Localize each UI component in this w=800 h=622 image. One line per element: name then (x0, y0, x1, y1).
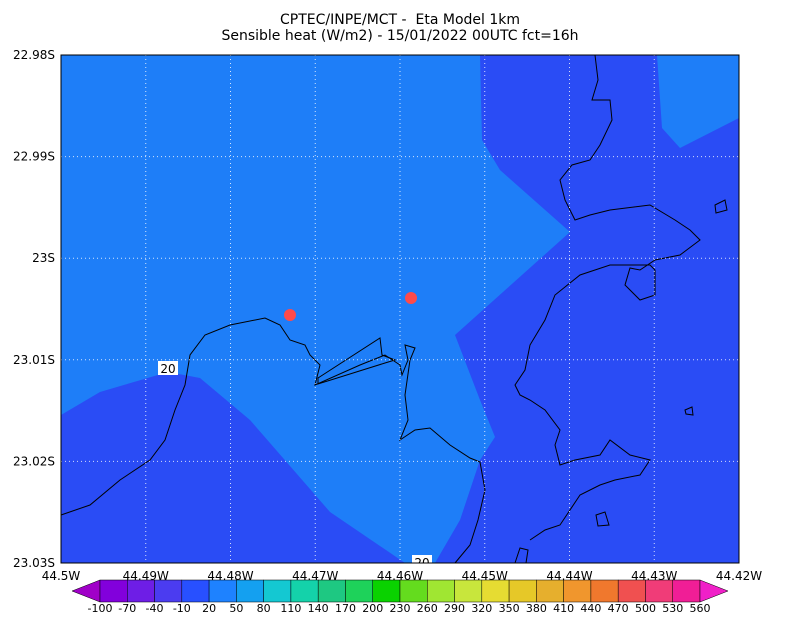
colorbar-label: 440 (580, 602, 601, 615)
subtitle: Sensible heat (W/m2) - 15/01/2022 00UTC … (221, 28, 578, 44)
colorbar-box (427, 579, 455, 603)
colorbar-label: 290 (444, 602, 465, 615)
map-frame (60, 54, 740, 564)
colorbar-box (617, 579, 646, 603)
contour-label-box (412, 555, 432, 563)
colorbar-box (508, 579, 537, 603)
colorbar-box (263, 579, 292, 603)
colorbar-label: 260 (417, 602, 438, 615)
colorbar-box (536, 579, 564, 603)
colorbar-label: -10 (173, 602, 191, 615)
coastline (60, 54, 728, 564)
colorbar-label: 470 (608, 602, 629, 615)
y-tick-label: 23.02S (13, 454, 55, 468)
x-tick-label: 44.48W (207, 569, 253, 583)
contour-label: 20 (414, 556, 429, 570)
colorbar-label: 410 (553, 602, 574, 615)
field-region (657, 55, 739, 148)
colorbar-label: 530 (662, 602, 683, 615)
colorbar-box (154, 579, 183, 603)
colorbar-label: 170 (335, 602, 356, 615)
x-tick-label: 44.43W (631, 569, 677, 583)
x-tick-label: 44.47W (292, 569, 338, 583)
colorbar-box (672, 579, 701, 603)
colorbar-box (590, 579, 619, 603)
grid (61, 55, 739, 563)
colorbar-label: 140 (308, 602, 329, 615)
map-area: 20 20 (60, 54, 740, 570)
y-tick-label: 22.98S (13, 48, 55, 62)
colorbar-label: 350 (499, 602, 520, 615)
colorbar-label: 50 (229, 602, 243, 615)
colorbar-box (317, 579, 346, 603)
title: CPTEC/INPE/MCT - Eta Model 1km (280, 12, 520, 28)
colorbar-label: -100 (88, 602, 113, 615)
station-marker (284, 309, 296, 321)
colorbar-label: 80 (257, 602, 271, 615)
colorbar-box (563, 579, 592, 603)
colorbar-label: -70 (118, 602, 136, 615)
colorbar-box (645, 579, 673, 603)
colorbar-box (372, 579, 401, 603)
x-tick-label: 44.45W (462, 569, 508, 583)
contour-label: 20 (160, 362, 175, 376)
x-tick-label: 44.49W (123, 569, 169, 583)
y-tick-label: 23S (32, 251, 55, 265)
colorbar-box (454, 579, 483, 603)
colorbar-label: 380 (526, 602, 547, 615)
colorbar-box (181, 579, 210, 603)
colorbar-box (399, 579, 428, 603)
x-tick-label: 44.42W (716, 569, 762, 583)
x-tick-label: 44.46W (377, 569, 423, 583)
colorbar-label: 200 (362, 602, 383, 615)
colorbar-label: 230 (390, 602, 411, 615)
field-region (61, 55, 570, 563)
colorbar-box (127, 579, 155, 603)
y-tick-label: 23.01S (13, 353, 55, 367)
colorbar-label: 110 (280, 602, 301, 615)
y-tick-label: 22.99S (13, 150, 55, 164)
colorbar-label: 320 (471, 602, 492, 615)
x-tick-label: 44.44W (546, 569, 592, 583)
colorbar-box (99, 579, 128, 603)
x-tick-label: 44.5W (42, 569, 81, 583)
colorbar-label: 500 (635, 602, 656, 615)
colorbar-label: 560 (690, 602, 711, 615)
colorbar-end (699, 579, 729, 603)
colorbar-box (290, 579, 319, 603)
axes: 44.5W 44.49W 44.48W 44.47W 44.46W 44.45W 44.44… (13, 48, 762, 583)
colorbar-end (71, 579, 101, 603)
colorbar: -100 -70 -40 -10 20 50 80 110 140 170 200 230 260 290… (71, 579, 729, 615)
y-tick-label: 23.03S (13, 556, 55, 570)
colorbar-box (208, 579, 237, 603)
colorbar-box (236, 579, 264, 603)
colorbar-label: 20 (202, 602, 216, 615)
colorbar-box (481, 579, 510, 603)
contour-label-box (158, 361, 178, 375)
station-marker (405, 292, 417, 304)
colorbar-label: -40 (146, 602, 164, 615)
colorbar-box (345, 579, 373, 603)
